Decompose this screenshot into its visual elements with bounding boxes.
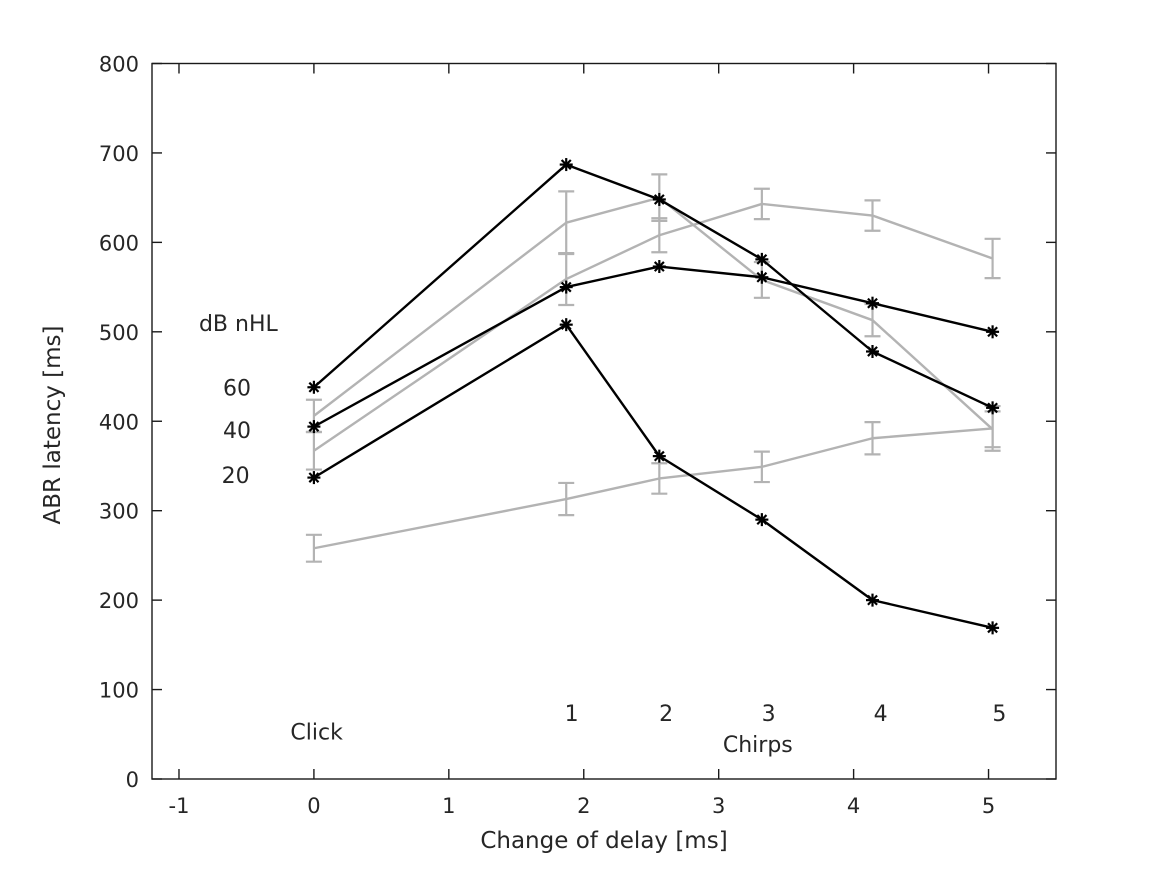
x-axis-label: Change of delay [ms] <box>480 828 727 854</box>
x-tick-label: 5 <box>982 794 995 818</box>
annotation-20: 20 <box>222 464 250 489</box>
annotation-chirp-1: 1 <box>565 702 579 727</box>
asterisk-marker <box>652 449 666 463</box>
asterisk-marker <box>986 621 1000 635</box>
annotation-click: Click <box>290 721 343 746</box>
annotation-chirp-2: 2 <box>659 702 673 727</box>
asterisk-spoke <box>987 326 998 338</box>
asterisk-marker <box>866 296 880 310</box>
asterisk-marker <box>652 192 666 206</box>
series-line-gray-60dB <box>313 196 994 431</box>
series-line-gray-20dB <box>313 427 993 550</box>
asterisk-marker <box>986 401 1000 415</box>
asterisk-spoke <box>987 402 998 414</box>
y-tick-label: 400 <box>99 410 139 434</box>
asterisk-marker <box>755 252 769 266</box>
asterisk-marker <box>652 260 666 274</box>
series-line-gray-40dB <box>313 202 993 452</box>
asterisk-spoke <box>560 281 572 293</box>
asterisk-marker <box>307 420 321 434</box>
x-tick-label: 1 <box>442 794 455 818</box>
y-tick-label: 0 <box>126 768 139 792</box>
y-tick-label: 200 <box>99 589 139 613</box>
asterisk-marker <box>559 280 573 294</box>
asterisk-spoke <box>308 381 320 393</box>
asterisk-spoke <box>653 261 665 272</box>
y-tick-label: 800 <box>99 53 139 77</box>
y-tick-label: 700 <box>99 142 139 166</box>
y-tick-label: 600 <box>99 231 139 255</box>
annotation-60: 60 <box>223 376 251 401</box>
asterisk-spoke <box>867 297 878 309</box>
annotation-chirp-4: 4 <box>874 702 888 727</box>
asterisk-marker <box>986 325 1000 339</box>
asterisk-spoke <box>867 346 878 357</box>
asterisk-marker <box>866 593 880 607</box>
asterisk-spoke <box>756 253 768 265</box>
x-tick-label: 2 <box>577 794 590 818</box>
y-axis-label: ABR latency [ms] <box>40 326 66 525</box>
annotation-db-nhl: dB nHL <box>199 312 279 337</box>
asterisk-spoke <box>560 159 572 170</box>
asterisk-spoke <box>756 271 768 283</box>
asterisk-spoke <box>308 421 320 432</box>
y-tick-label: 500 <box>99 321 139 345</box>
asterisk-marker <box>866 344 880 358</box>
annotation-chirp-3: 3 <box>762 702 776 727</box>
x-tick-label: 0 <box>307 794 320 818</box>
series-line-black-40dB <box>313 265 993 428</box>
asterisk-spoke <box>653 450 665 462</box>
asterisk-spoke <box>560 319 572 331</box>
asterisk-marker <box>755 513 769 527</box>
asterisk-marker <box>307 380 321 394</box>
x-tick-label: 4 <box>847 794 860 818</box>
asterisk-marker <box>755 270 769 284</box>
asterisk-spoke <box>867 594 878 606</box>
asterisk-spoke <box>756 514 768 526</box>
y-tick-label: 100 <box>99 679 139 703</box>
series-line-black-60dB <box>313 163 994 409</box>
asterisk-marker <box>559 318 573 332</box>
asterisk-marker <box>307 471 321 485</box>
asterisk-spoke <box>653 194 665 205</box>
y-tick-label: 300 <box>99 500 139 524</box>
asterisk-marker <box>559 158 573 172</box>
series-line-black-20dB <box>313 323 993 630</box>
annotation-chirp-5: 5 <box>992 702 1006 727</box>
plot-border <box>151 62 1057 780</box>
asterisk-spoke <box>987 622 998 634</box>
x-tick-label: -1 <box>169 794 190 818</box>
annotation-chirps: Chirps <box>723 733 793 758</box>
x-tick-label: 3 <box>712 794 725 818</box>
asterisk-spoke <box>308 472 320 483</box>
annotation-40: 40 <box>223 419 251 444</box>
